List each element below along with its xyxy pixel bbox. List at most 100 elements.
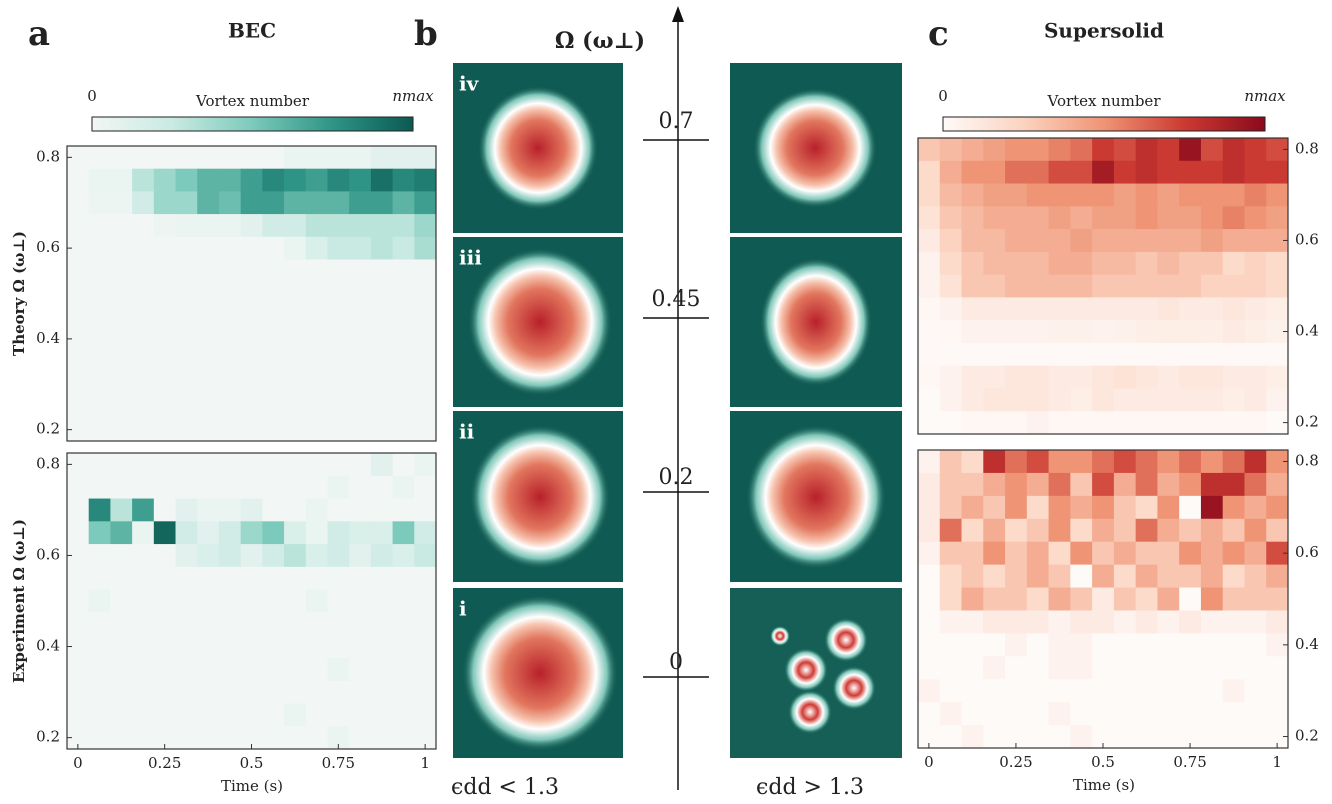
heatmap-cell <box>371 453 393 476</box>
heatmap-cell <box>176 350 198 373</box>
heatmap-cell <box>1244 633 1266 656</box>
heatmap-cell <box>241 418 263 441</box>
heatmap-cell <box>1005 252 1027 275</box>
heatmap-cell <box>1179 366 1201 389</box>
image-label: i <box>459 597 467 621</box>
heatmap-cell <box>1157 725 1179 748</box>
heatmap-cell <box>327 521 349 544</box>
heatmap-cell <box>262 237 284 260</box>
heatmap-cell <box>371 282 393 305</box>
omega-axis-label: Ω (ω⊥) <box>555 28 645 54</box>
heatmap-cell <box>197 544 219 567</box>
heatmap-cell <box>197 373 219 396</box>
heatmap-cell <box>154 521 176 544</box>
heatmap-cell <box>306 726 328 749</box>
heatmap-cell <box>197 476 219 499</box>
x-tick-label: 0.25 <box>999 753 1032 771</box>
heatmap-cell <box>89 544 111 567</box>
heatmap-cell <box>1201 252 1223 275</box>
heatmap-cell <box>219 305 241 328</box>
heatmap-cell <box>1157 206 1179 229</box>
heatmap-cell <box>1223 411 1245 434</box>
heatmap-cell <box>1092 633 1114 656</box>
heatmap-cell <box>1223 519 1245 542</box>
heatmap-cell <box>1179 320 1201 343</box>
heatmap-cell <box>393 396 415 419</box>
heatmap-cell <box>89 259 111 282</box>
heatmap-cell <box>154 476 176 499</box>
heatmap-cell <box>154 282 176 305</box>
heatmap-cell <box>1179 656 1201 679</box>
heatmap-cell <box>306 350 328 373</box>
heatmap-cell <box>1223 679 1245 702</box>
heatmap-cell <box>219 453 241 476</box>
heatmap-cell <box>918 388 940 411</box>
heatmap-cell <box>983 519 1005 542</box>
heatmap-cell <box>349 453 371 476</box>
heatmap-cell <box>110 214 132 237</box>
heatmap-cell <box>1266 679 1288 702</box>
heatmap-cell <box>983 388 1005 411</box>
caption: ϵdd > 1.3 <box>756 775 864 800</box>
heatmap-cell <box>67 521 89 544</box>
heatmap-cell <box>1266 252 1288 275</box>
heatmap-cell <box>197 453 219 476</box>
heatmap-cell <box>1244 496 1266 519</box>
heatmap-cell <box>1049 320 1071 343</box>
chart-title: Supersolid <box>1044 19 1164 43</box>
heatmap-cell <box>132 259 154 282</box>
heatmap-cell <box>176 681 198 704</box>
heatmap-cell <box>940 206 962 229</box>
heatmap-cell <box>89 476 111 499</box>
heatmap-cell <box>414 453 436 476</box>
heatmap-cell <box>306 146 328 169</box>
heatmap-cell <box>1005 450 1027 473</box>
heatmap-cell <box>262 282 284 305</box>
heatmap-cell <box>1027 450 1049 473</box>
heatmap-cell <box>241 259 263 282</box>
heatmap-cell <box>89 418 111 441</box>
heatmap-cell <box>1266 206 1288 229</box>
heatmap-cell <box>110 146 132 169</box>
heatmap-cell <box>1049 184 1071 207</box>
heatmap-cell <box>1266 297 1288 320</box>
heatmap-cell <box>1244 519 1266 542</box>
heatmap-cell <box>962 343 984 366</box>
heatmap-cell <box>110 282 132 305</box>
heatmap-cell <box>219 328 241 351</box>
heatmap-cell <box>349 396 371 419</box>
heatmap-cell <box>1070 275 1092 298</box>
colorbar <box>943 117 1265 131</box>
heatmap-cell <box>1223 343 1245 366</box>
heatmap-cell <box>1223 320 1245 343</box>
heatmap-cell <box>918 343 940 366</box>
heatmap-cell <box>219 259 241 282</box>
heatmap-cell <box>393 567 415 590</box>
heatmap-cell <box>371 396 393 419</box>
heatmap-cell <box>89 350 111 373</box>
heatmap-cell <box>176 146 198 169</box>
heatmap-cell <box>176 305 198 328</box>
heatmap-cell <box>1092 565 1114 588</box>
heatmap-cell <box>262 169 284 192</box>
heatmap-cell <box>197 590 219 613</box>
heatmap-cell <box>89 726 111 749</box>
heatmap-cell <box>1136 519 1158 542</box>
heatmap-cell <box>1114 252 1136 275</box>
heatmap-cell <box>154 612 176 635</box>
heatmap-cell <box>154 418 176 441</box>
heatmap-cell <box>306 191 328 214</box>
heatmap-cell <box>1049 725 1071 748</box>
heatmap-cell <box>1223 297 1245 320</box>
heatmap-cell <box>1049 565 1071 588</box>
heatmap-cell <box>241 191 263 214</box>
heatmap-cell <box>327 567 349 590</box>
heatmap-cell <box>1157 679 1179 702</box>
heatmap-cell <box>983 702 1005 725</box>
heatmap-cell <box>414 169 436 192</box>
heatmap-cell <box>414 350 436 373</box>
heatmap-cell <box>371 658 393 681</box>
heatmap-cell <box>1092 138 1114 161</box>
heatmap-cell <box>154 191 176 214</box>
heatmap-cell <box>1070 542 1092 565</box>
